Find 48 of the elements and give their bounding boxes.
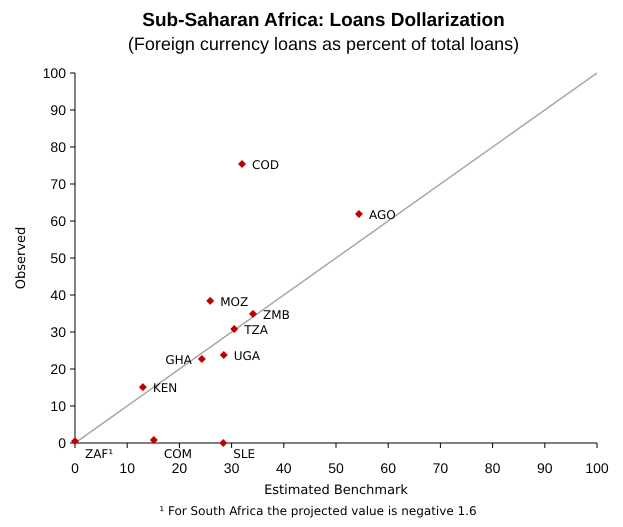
y-tick-label: 70 [50, 176, 66, 192]
x-tick-label: 40 [276, 460, 292, 476]
y-tick-label: 50 [50, 250, 66, 266]
x-tick-label: 0 [71, 460, 80, 476]
y-tick-label: 60 [50, 213, 66, 229]
point [238, 160, 246, 168]
text: ¹ For South Africa the projected value is negative 1.6 [159, 504, 477, 518]
point [150, 436, 158, 444]
annotation: SLE [233, 447, 256, 461]
y-tick-label: 20 [50, 361, 66, 377]
point [220, 350, 228, 359]
annotation: AGO [368, 208, 396, 222]
chart-title: Sub-Saharan Africa: Loans Dollarization [142, 10, 505, 31]
point [138, 383, 147, 392]
y-tick-label: 80 [50, 139, 66, 155]
x-tick-label: 20 [172, 460, 188, 476]
point [354, 210, 363, 218]
y-tick-label: 0 [58, 435, 66, 451]
y-axis-title: Observed [14, 226, 29, 290]
y-tick-label: 40 [50, 287, 66, 303]
x-axis-title: Estimated Benchmark [264, 483, 408, 498]
chart-subtitle: (Foreign currency loans as percent of total loans) [128, 34, 520, 54]
x-tick-label: 100 [585, 460, 609, 476]
annotation: COM [164, 447, 192, 461]
annotation: COD [252, 158, 280, 172]
point [198, 355, 206, 364]
annotation: ZMB [263, 308, 290, 322]
point [219, 439, 228, 447]
point [249, 310, 257, 318]
x-tick-label: 90 [537, 460, 553, 476]
x-tick-label: 60 [380, 460, 396, 476]
y-tick-label: 90 [50, 102, 66, 118]
y-tick-label: 30 [50, 324, 66, 340]
y-tick-label: 100 [42, 65, 66, 81]
point [206, 296, 214, 305]
x-tick-label: 70 [432, 460, 448, 476]
x-tick-label: 80 [484, 460, 501, 476]
y-tick-label: 10 [50, 398, 66, 414]
annotation: ZAF¹ [85, 447, 114, 461]
annotation: TZA [243, 323, 269, 338]
x-tick-label: 10 [119, 460, 136, 476]
x-tick-label: 50 [328, 460, 344, 476]
annotation: UGA [234, 348, 261, 363]
annotation: MOZ [220, 294, 248, 309]
annotation: KEN [152, 381, 178, 396]
annotation: GHA [165, 353, 193, 368]
point [230, 325, 238, 334]
x-tick-label: 30 [224, 460, 240, 476]
